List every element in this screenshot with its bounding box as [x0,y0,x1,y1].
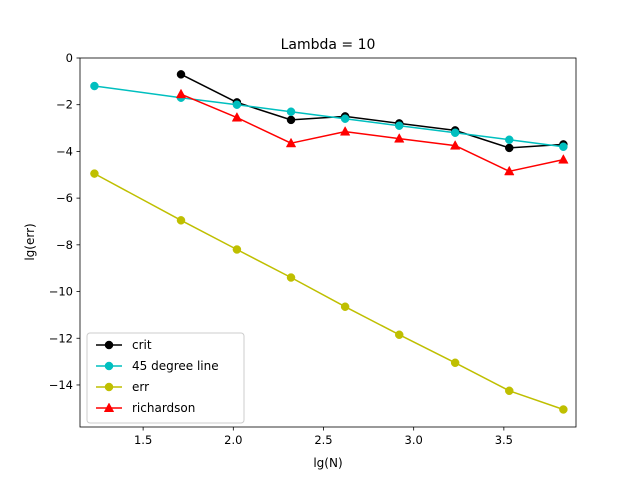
legend-label: 45 degree line [132,359,219,373]
x-tick-label: 1.5 [134,433,152,447]
y-tick-label: −12 [49,331,73,345]
data-point [90,169,99,178]
data-point [559,142,568,151]
plot-area [90,70,569,414]
data-point [394,330,404,339]
legend-marker [104,382,114,392]
data-point [450,358,460,368]
data-point [559,405,568,414]
chart-title: Lambda = 10 [281,37,376,53]
y-tick-label: −4 [56,144,73,158]
data-point [394,133,405,143]
data-point [285,137,297,148]
axes: 1.5 2.0 2.5 3.0 3.5 0 −2 −4 −6 −8 −10 −12 −14 [49,51,577,447]
data-point [505,386,514,396]
y-tick-label: −6 [56,191,73,205]
y-tick-label: −8 [56,238,73,252]
legend-marker [103,402,115,412]
data-point [394,121,404,130]
data-point [232,100,242,109]
legend-entry-0: crit [96,338,152,352]
x-tick-label: 3.5 [495,433,513,447]
y-tick-label: −2 [56,98,73,112]
series-line [180,93,564,173]
data-point [558,154,569,164]
y-tick-label: −14 [49,378,73,392]
data-point [340,302,350,311]
series-3 [175,88,569,176]
axes-frame [79,57,577,428]
data-point [449,140,461,150]
legend-marker [104,340,114,350]
data-point [232,245,242,254]
y-axis-label: lg(err) [23,223,37,260]
data-point [450,128,460,137]
data-point [339,126,351,136]
legend-box [86,332,245,424]
series-2 [90,169,568,414]
legend-entry-3: richardson [96,401,195,415]
x-axis-label: lg(N) [313,456,342,470]
x-tick-label: 3.0 [405,433,423,447]
legend-entry-1: 45 degree line [96,359,219,373]
data-point [231,112,243,122]
data-point [286,273,296,282]
data-point [176,70,186,79]
data-point [175,88,187,99]
data-point [504,165,515,176]
series-1 [90,81,568,151]
legend-marker [104,361,114,371]
data-point [505,143,514,153]
legend-label: crit [132,338,152,352]
data-point [90,81,99,91]
legend-label: richardson [132,401,195,415]
data-point [505,135,514,144]
legend-entry-2: err [96,380,149,394]
legend: crit 45 degree line err richardson [86,332,245,424]
y-tick-label: −10 [49,285,73,299]
x-tick-label: 2.0 [224,433,242,447]
data-point [286,115,296,125]
data-point [340,114,350,123]
data-point [176,216,186,225]
data-point [286,107,296,116]
y-tick-label: 0 [66,51,73,65]
legend-label: err [132,380,149,394]
x-tick-label: 2.5 [314,433,332,447]
